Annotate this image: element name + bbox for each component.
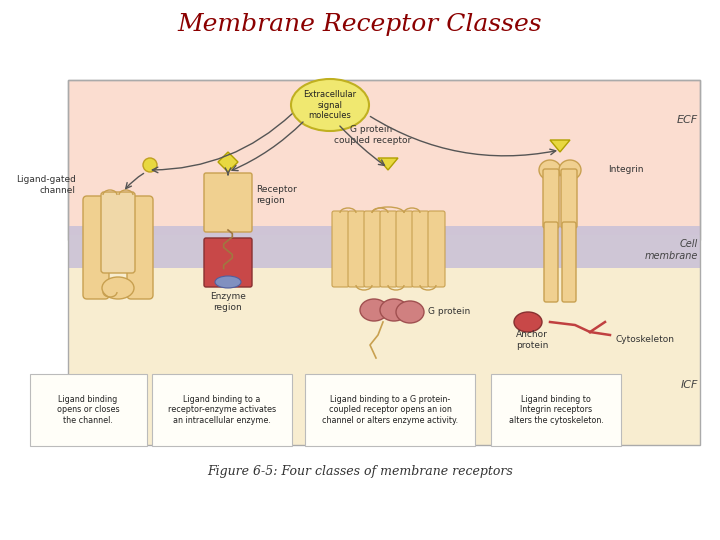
FancyBboxPatch shape xyxy=(364,211,381,287)
Bar xyxy=(68,80,700,240)
FancyBboxPatch shape xyxy=(544,222,558,302)
Text: Membrane Receptor Classes: Membrane Receptor Classes xyxy=(178,14,542,37)
FancyBboxPatch shape xyxy=(380,211,397,287)
FancyBboxPatch shape xyxy=(30,374,147,446)
Text: Extracellular
signal
molecules: Extracellular signal molecules xyxy=(303,90,356,120)
Text: Figure 6-5: Four classes of membrane receptors: Figure 6-5: Four classes of membrane rec… xyxy=(207,465,513,478)
FancyBboxPatch shape xyxy=(396,211,413,287)
Ellipse shape xyxy=(102,277,134,299)
Text: G protein: G protein xyxy=(428,307,470,316)
FancyBboxPatch shape xyxy=(204,173,252,232)
Bar xyxy=(68,80,700,445)
Ellipse shape xyxy=(215,276,241,288)
Text: Ligand-gated
channel: Ligand-gated channel xyxy=(16,176,76,195)
FancyBboxPatch shape xyxy=(83,196,109,299)
Bar xyxy=(68,235,700,445)
Ellipse shape xyxy=(559,160,581,180)
Ellipse shape xyxy=(291,79,369,131)
Text: Cytoskeleton: Cytoskeleton xyxy=(615,335,674,345)
Text: Ligand binding to a
receptor-enzyme activates
an intracellular enzyme.: Ligand binding to a receptor-enzyme acti… xyxy=(168,395,276,425)
Text: G protein-
coupled receptor: G protein- coupled receptor xyxy=(334,125,412,145)
FancyBboxPatch shape xyxy=(428,211,445,287)
Bar xyxy=(68,226,700,268)
Text: Ligand binding to a G protein-
coupled receptor opens an ion
channel or alters e: Ligand binding to a G protein- coupled r… xyxy=(322,395,458,425)
FancyBboxPatch shape xyxy=(543,169,559,228)
FancyBboxPatch shape xyxy=(305,374,475,446)
Ellipse shape xyxy=(514,312,542,332)
Text: Enzyme
region: Enzyme region xyxy=(210,292,246,312)
Text: Integrin: Integrin xyxy=(608,165,644,174)
Ellipse shape xyxy=(396,301,424,323)
FancyBboxPatch shape xyxy=(127,196,153,299)
FancyBboxPatch shape xyxy=(348,211,365,287)
Ellipse shape xyxy=(360,299,388,321)
FancyBboxPatch shape xyxy=(491,374,621,446)
Polygon shape xyxy=(550,140,570,152)
Polygon shape xyxy=(218,152,238,172)
Ellipse shape xyxy=(380,299,408,321)
Polygon shape xyxy=(378,158,398,170)
Ellipse shape xyxy=(539,160,561,180)
FancyBboxPatch shape xyxy=(412,211,429,287)
FancyBboxPatch shape xyxy=(562,222,576,302)
FancyBboxPatch shape xyxy=(332,211,349,287)
Text: Ligand binding to
Integrin receptors
alters the cytoskeleton.: Ligand binding to Integrin receptors alt… xyxy=(508,395,603,425)
Circle shape xyxy=(143,158,157,172)
Text: Anchor
protein: Anchor protein xyxy=(516,330,548,350)
FancyBboxPatch shape xyxy=(204,238,252,287)
FancyBboxPatch shape xyxy=(152,374,292,446)
Text: Receptor
region: Receptor region xyxy=(256,185,297,205)
Text: Cell
membrane: Cell membrane xyxy=(644,239,698,261)
FancyBboxPatch shape xyxy=(561,169,577,228)
Text: ICF: ICF xyxy=(680,380,698,390)
Text: ECF: ECF xyxy=(677,115,698,125)
FancyBboxPatch shape xyxy=(101,192,135,273)
Text: Ligand binding
opens or closes
the channel.: Ligand binding opens or closes the chann… xyxy=(57,395,120,425)
